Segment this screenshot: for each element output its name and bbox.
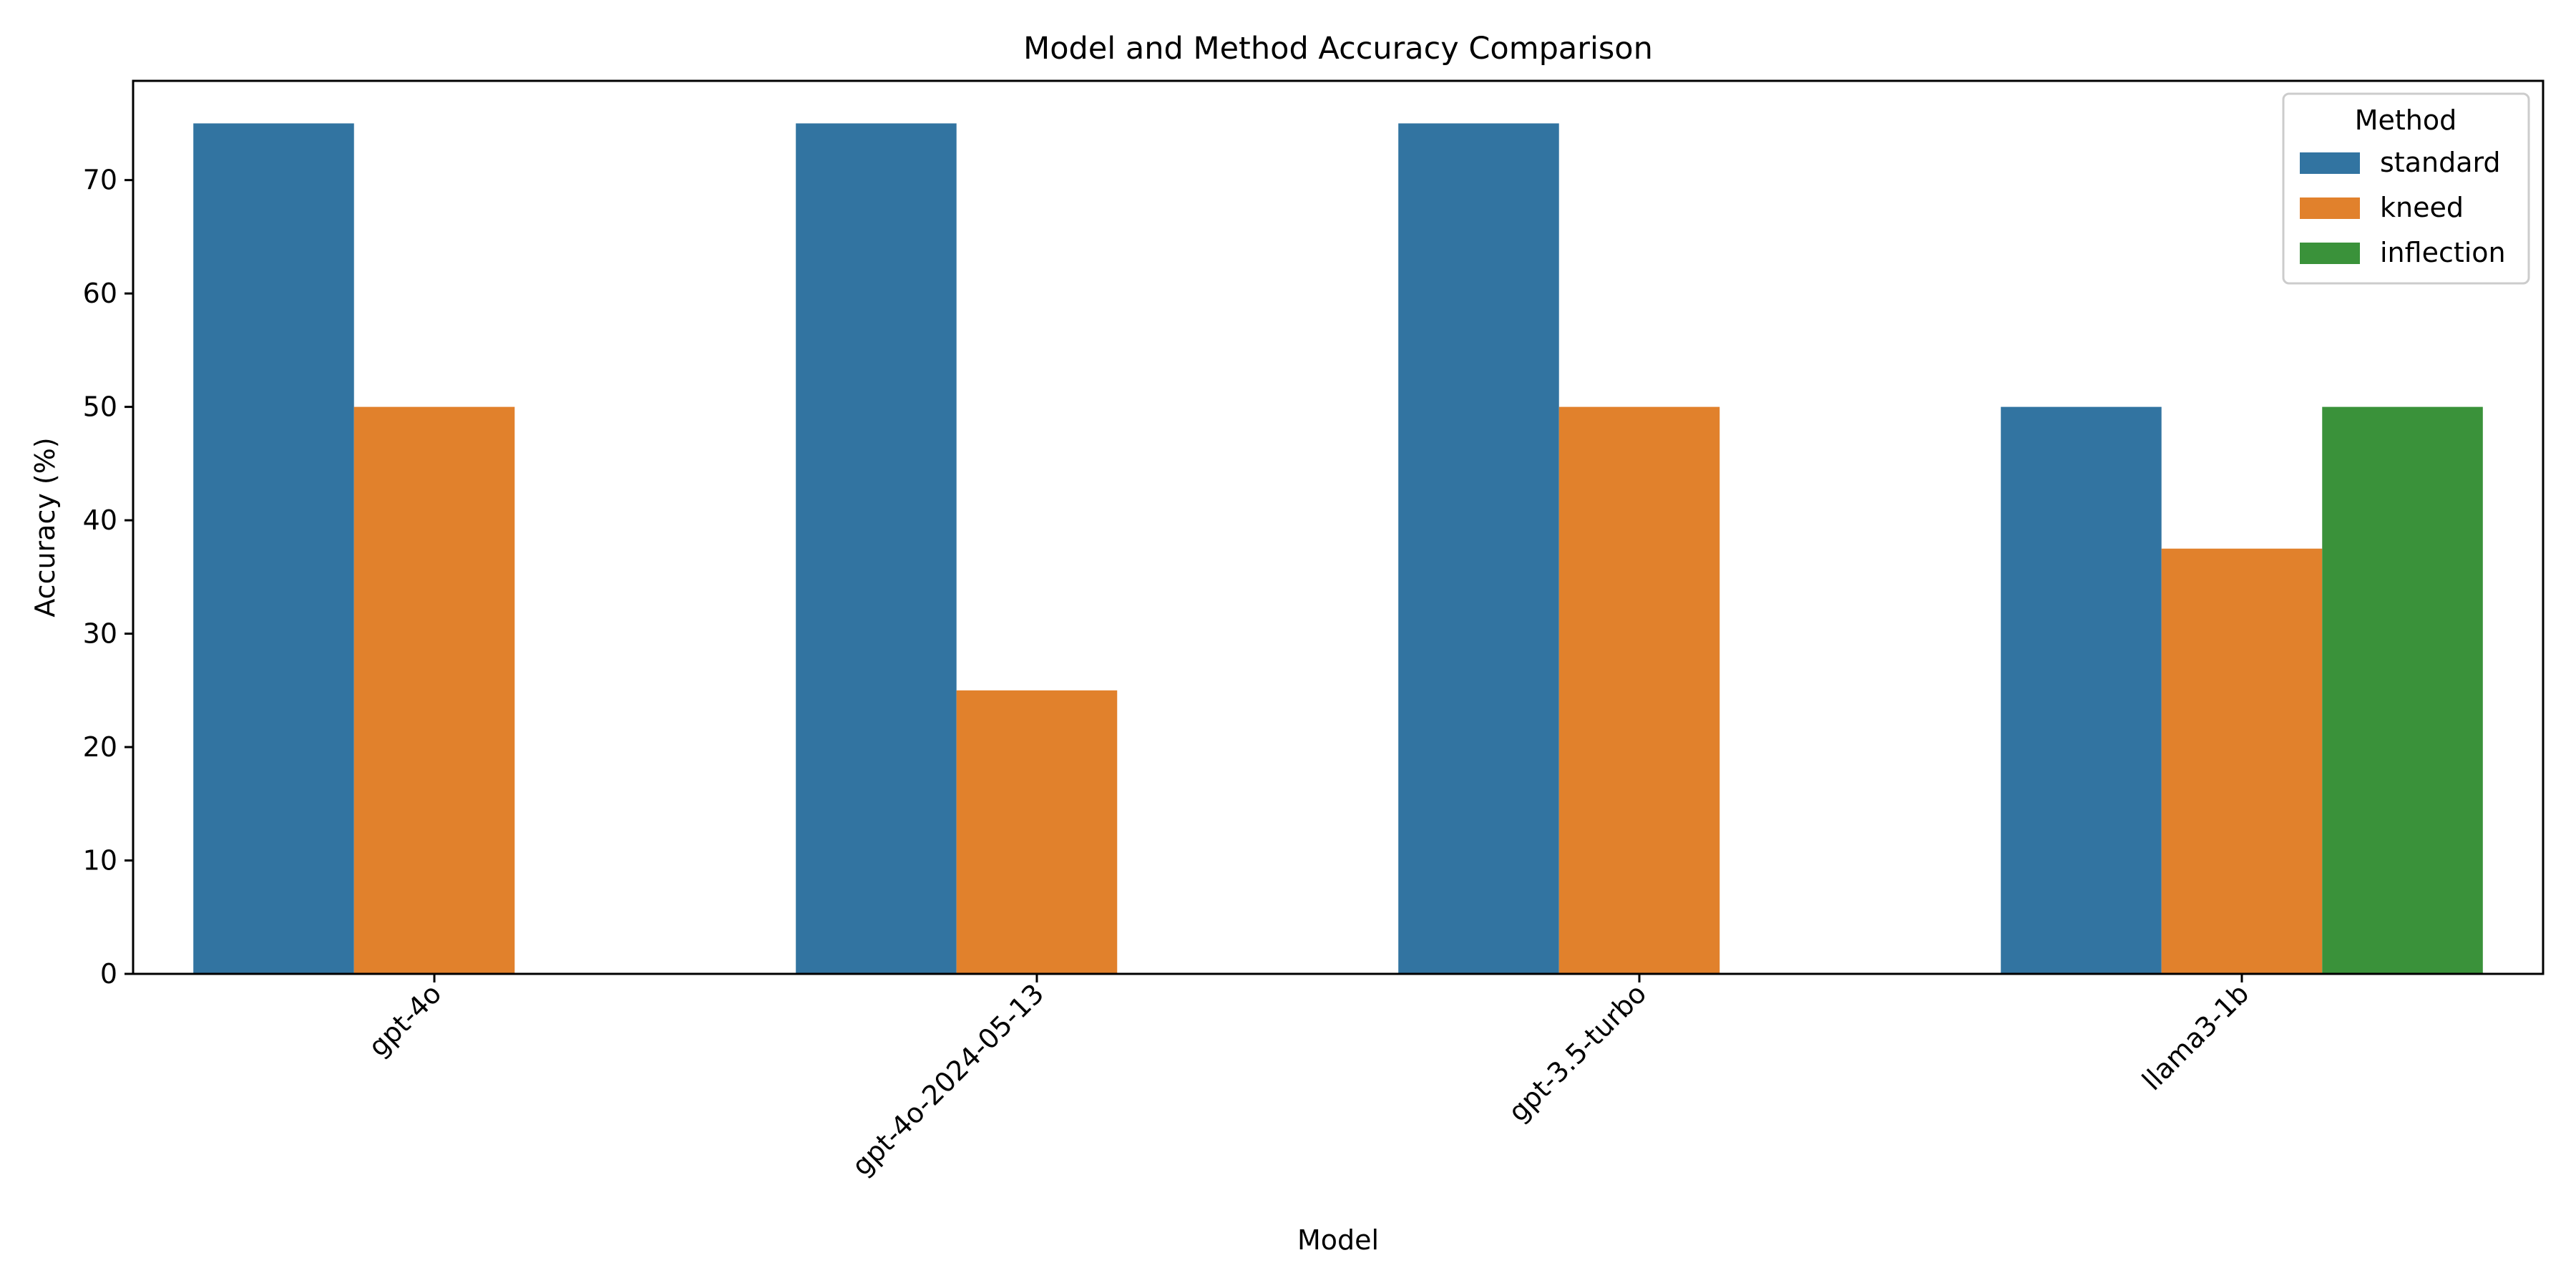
legend-label-standard: standard	[2380, 147, 2501, 178]
y-axis: 0 10 20 30 40 50 60 70	[83, 165, 133, 990]
bars-group	[193, 123, 2483, 975]
bar-inflection-llama3-1b	[2322, 406, 2483, 974]
y-axis-label: Accuracy (%)	[29, 437, 61, 617]
bar-standard-gpt-4o-2024-05-13	[796, 123, 957, 975]
x-axis-label: Model	[1297, 1224, 1379, 1256]
legend-label-inflection: inflection	[2380, 237, 2506, 268]
legend-box	[2282, 92, 2530, 285]
bar-kneed-gpt-4o-2024-05-13	[956, 690, 1118, 974]
plot-frame	[132, 79, 2545, 975]
legend-swatch-standard	[2300, 152, 2360, 174]
legend-label-kneed: kneed	[2380, 192, 2464, 223]
y-tick-label: 20	[83, 731, 117, 763]
y-tick-label: 40	[83, 504, 117, 536]
bar-standard-gpt-3.5-turbo	[1398, 123, 1559, 975]
bar-standard-gpt-4o	[193, 123, 354, 975]
legend-title: Method	[2355, 104, 2457, 136]
legend-swatch-inflection	[2300, 243, 2360, 264]
y-tick-label: 70	[83, 165, 117, 196]
y-tick-label: 30	[83, 618, 117, 650]
bar-kneed-gpt-4o	[353, 406, 515, 974]
y-tick-label: 0	[100, 958, 117, 990]
bar-standard-llama3-1b	[2001, 406, 2162, 974]
bar-kneed-gpt-3.5-turbo	[1558, 406, 1720, 974]
chart-title: Model and Method Accuracy Comparison	[1023, 31, 1653, 67]
legend: Method standard kneed inflection	[2282, 92, 2530, 285]
y-tick-label: 10	[83, 845, 117, 877]
y-tick-label: 60	[83, 278, 117, 309]
y-tick-label: 50	[83, 391, 117, 423]
bar-kneed-llama3-1b	[2161, 548, 2323, 974]
legend-swatch-kneed	[2300, 197, 2360, 219]
